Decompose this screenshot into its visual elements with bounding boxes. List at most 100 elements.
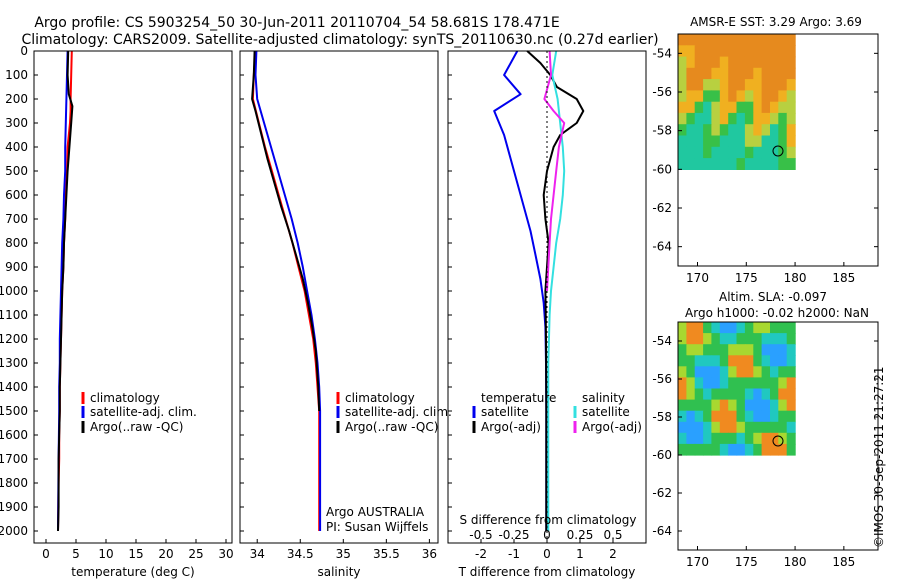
- field-cell: [686, 79, 696, 91]
- field-cell: [753, 101, 763, 114]
- field-cell: [703, 410, 713, 423]
- field-cell: [719, 344, 729, 356]
- field-cell: [678, 146, 687, 159]
- field-cell: [694, 101, 704, 114]
- y-tick-label: 1300: [0, 356, 28, 370]
- field-cell: [686, 112, 696, 125]
- field-cell: [761, 344, 771, 356]
- field-cell: [703, 333, 713, 345]
- field-cell: [678, 355, 687, 367]
- field-cell: [744, 355, 754, 367]
- field-cell: [753, 146, 763, 159]
- field-cell: [753, 421, 763, 434]
- x-tick-label: 35.5: [373, 547, 400, 561]
- field-cell: [686, 146, 696, 159]
- field-cell: [703, 67, 713, 80]
- field-cell: [728, 344, 738, 356]
- field-cell: [678, 344, 687, 356]
- field-cell: [703, 146, 713, 159]
- field-cell: [770, 421, 779, 434]
- legend-climatology-label: climatology: [345, 391, 415, 405]
- field-cell: [736, 90, 746, 103]
- field-cell: [761, 377, 771, 390]
- field-cell: [761, 410, 771, 423]
- field-cell: [719, 377, 729, 390]
- temperature-legend: climatology satellite-adj. clim. Argo(..…: [81, 391, 197, 434]
- field-cell: [778, 322, 788, 334]
- field-cell: [711, 124, 721, 137]
- s-tick-label: 0.5: [603, 528, 622, 542]
- field-cell: [786, 366, 796, 378]
- field-cell: [770, 112, 779, 125]
- field-cell: [694, 410, 704, 423]
- lat-tick-label: -56: [652, 85, 672, 99]
- field-cell: [761, 34, 771, 46]
- field-cell: [719, 79, 729, 91]
- field-cell: [694, 79, 704, 91]
- field-cell: [770, 333, 779, 345]
- legend-temp-argo-label: Argo(-adj): [481, 420, 541, 434]
- field-cell: [686, 377, 696, 390]
- argo-pi-annotation: PI: Susan Wijffels: [326, 520, 428, 534]
- x-tick-label: 10: [98, 547, 113, 561]
- field-cell: [719, 410, 729, 423]
- field-cell: [711, 146, 721, 159]
- field-cell: [703, 432, 713, 445]
- field-cell: [778, 56, 788, 69]
- field-cell: [744, 90, 754, 103]
- field-cell: [770, 158, 779, 170]
- field-cell: [778, 90, 788, 103]
- field-cell: [770, 366, 779, 378]
- y-tick-label: 800: [5, 236, 28, 250]
- field-cell: [711, 56, 721, 69]
- sst-map-frame: [677, 33, 879, 267]
- field-cell: [753, 112, 763, 125]
- field-cell: [753, 344, 763, 356]
- field-cell: [728, 388, 738, 401]
- lon-tick-label: 185: [832, 555, 855, 569]
- field-cell: [678, 421, 687, 434]
- field-cell: [744, 322, 754, 334]
- field-cell: [786, 112, 796, 125]
- field-cell: [786, 388, 796, 401]
- field-cell: [686, 432, 696, 445]
- field-cell: [728, 135, 738, 148]
- field-cell: [719, 112, 729, 125]
- lon-tick-label: 170: [686, 271, 709, 285]
- field-cell: [778, 399, 788, 412]
- field-cell: [786, 322, 796, 334]
- field-cell: [703, 443, 713, 456]
- field-cell: [711, 355, 721, 367]
- field-cell: [736, 410, 746, 423]
- field-cell: [770, 377, 779, 390]
- field-cell: [678, 158, 687, 170]
- field-cell: [786, 432, 796, 445]
- field-cell: [753, 322, 763, 334]
- field-cell: [786, 421, 796, 434]
- field-cell: [761, 421, 771, 434]
- lat-tick-label: -54: [652, 334, 672, 348]
- field-cell: [678, 34, 687, 46]
- field-cell: [744, 377, 754, 390]
- y-tick-label: 0: [20, 44, 28, 58]
- field-cell: [736, 135, 746, 148]
- field-cell: [728, 410, 738, 423]
- field-cell: [744, 399, 754, 412]
- field-cell: [686, 443, 696, 456]
- field-cell: [753, 443, 763, 456]
- y-tick-label: 1000: [0, 284, 28, 298]
- field-cell: [678, 56, 687, 69]
- field-cell: [736, 112, 746, 125]
- legend-sal-satellite-label: satellite: [582, 405, 630, 419]
- field-cell: [770, 146, 779, 159]
- field-cell: [678, 388, 687, 401]
- field-cell: [711, 388, 721, 401]
- y-tick-label: 300: [5, 116, 28, 130]
- field-cell: [744, 344, 754, 356]
- field-cell: [770, 79, 779, 91]
- field-cell: [736, 146, 746, 159]
- field-cell: [719, 146, 729, 159]
- s-difference-axis-label: S difference from climatology: [460, 513, 637, 527]
- field-cell: [686, 355, 696, 367]
- field-cell: [703, 366, 713, 378]
